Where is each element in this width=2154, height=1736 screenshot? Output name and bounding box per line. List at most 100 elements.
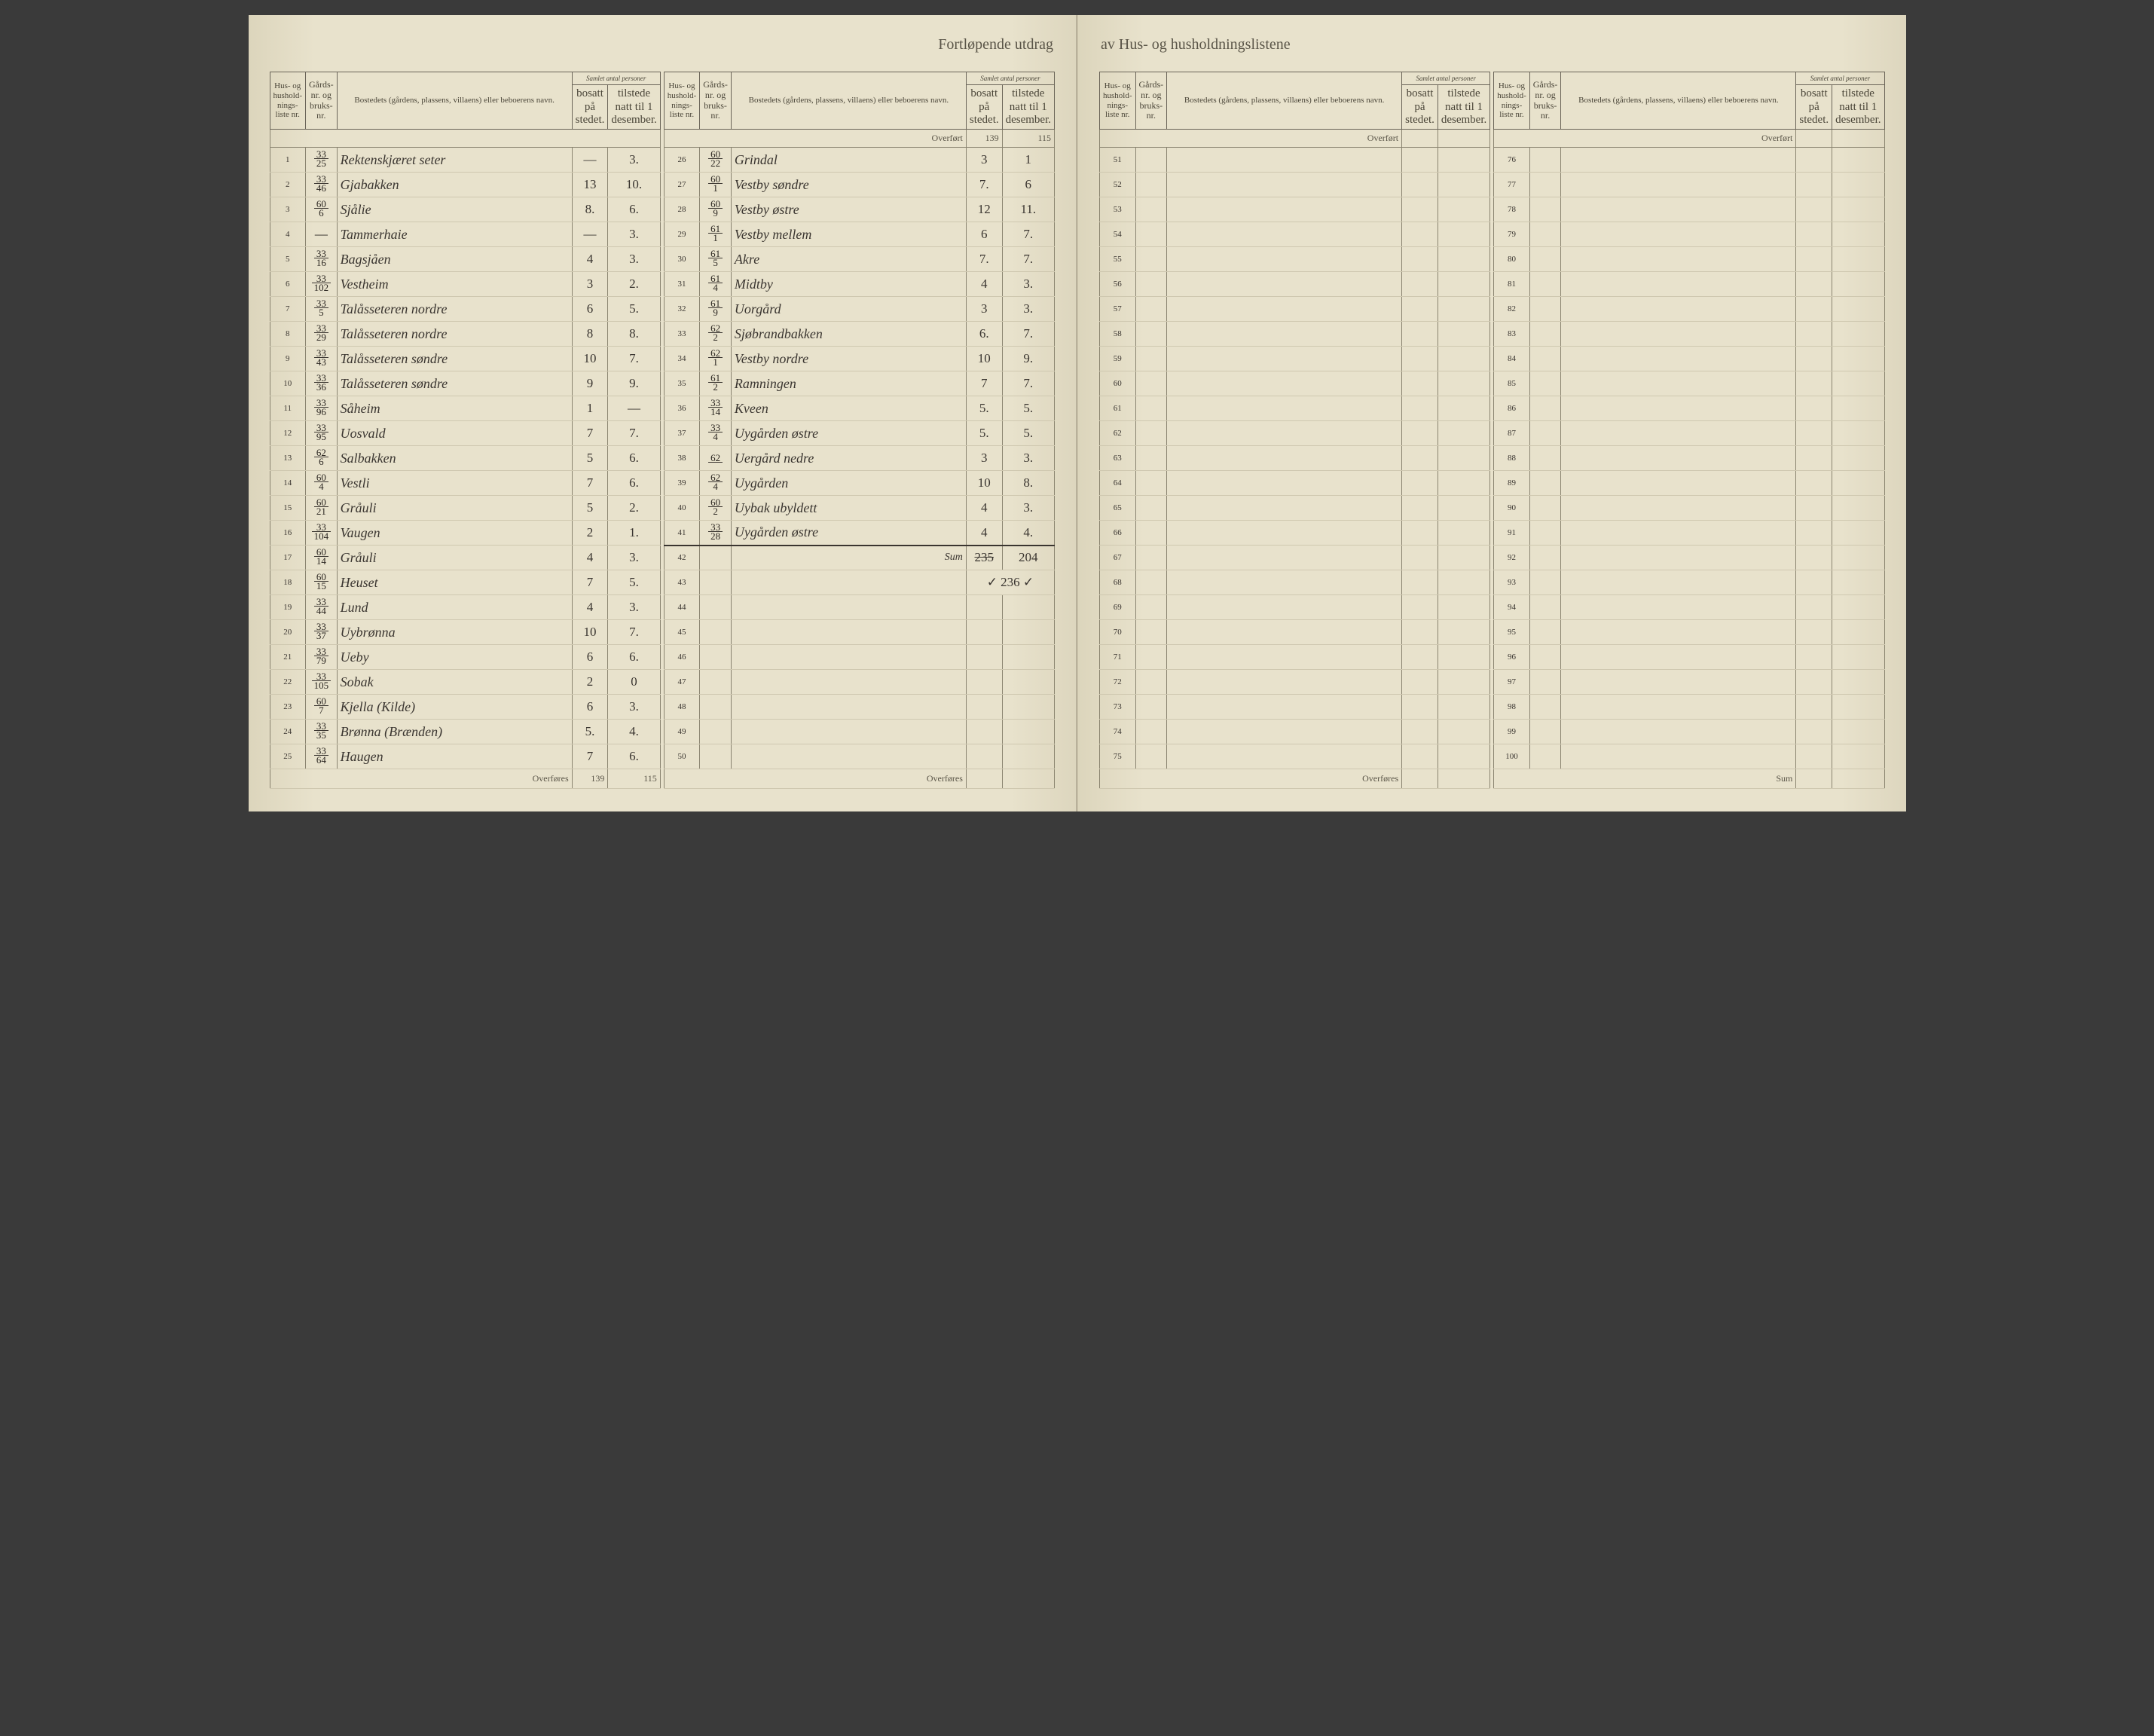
th-tilstede: tilstede natt til 1 desember. — [608, 85, 660, 130]
row-gard: — — [306, 222, 338, 247]
row-tilstede: 11. — [1002, 197, 1054, 222]
row-nr: 99 — [1494, 720, 1530, 744]
row-nr: 26 — [664, 148, 700, 173]
row-gard: 606 — [306, 197, 338, 222]
table-row: 9 3343 Talåsseteren søndre 10 7. — [270, 347, 660, 371]
table-row: 63 — [1100, 446, 1490, 471]
table-row: 34 621 Vestby nordre 10 9. — [664, 347, 1054, 371]
th-husnr: Hus- og hushold-nings-liste nr. — [664, 72, 700, 130]
row-nr: 17 — [270, 546, 306, 570]
overfort-row: Overført — [1494, 130, 1884, 148]
row-gard: 6022 — [700, 148, 732, 173]
table-row: 55 — [1100, 247, 1490, 272]
th-samlet: Samlet antal personer — [1796, 72, 1884, 85]
th-husnr: Hus- og hushold-nings-liste nr. — [1100, 72, 1136, 130]
title-right: av Hus- og husholdningslistene — [1101, 36, 1291, 53]
row-nr: 7 — [270, 297, 306, 322]
row-nr: 48 — [664, 695, 700, 720]
row-tilstede: 7. — [608, 347, 660, 371]
row-bosatt: 5. — [572, 720, 608, 744]
row-bosatt: 7 — [966, 371, 1002, 396]
row-gard: 611 — [700, 222, 732, 247]
row-tilstede: 8. — [1002, 471, 1054, 496]
row-nr: 18 — [270, 570, 306, 595]
table-row: 12 3395 Uosvald 7 7. — [270, 421, 660, 446]
row-nr: 2 — [270, 173, 306, 197]
row-tilstede: 0 — [608, 670, 660, 695]
row-name: Heuset — [337, 570, 572, 595]
row-nr: 5 — [270, 247, 306, 272]
row-name: Lund — [337, 595, 572, 620]
row-bosatt: 4 — [966, 521, 1002, 546]
table-row: 30 615 Akre 7. 7. — [664, 247, 1054, 272]
row-nr: 55 — [1100, 247, 1136, 272]
table-col3: Hus- og hushold-nings-liste nr. Gårds-nr… — [1099, 72, 1490, 789]
table-row: 90 — [1494, 496, 1884, 521]
overfort-tilstede: 115 — [1002, 130, 1054, 148]
row-nr: 35 — [664, 371, 700, 396]
row-gard: 3343 — [306, 347, 338, 371]
table-row: 28 609 Vestby østre 12 11. — [664, 197, 1054, 222]
overfort-label: Overført — [664, 130, 966, 148]
row-nr: 44 — [664, 595, 700, 620]
row-bosatt: 5. — [966, 396, 1002, 421]
row-tilstede: 6. — [608, 197, 660, 222]
row-nr: 75 — [1100, 744, 1136, 769]
row-gard: 3379 — [306, 645, 338, 670]
overfores-bosatt — [1796, 769, 1832, 789]
row-tilstede: 6 — [1002, 173, 1054, 197]
spacer-row — [270, 130, 660, 148]
row-nr: 6 — [270, 272, 306, 297]
row-nr: 10 — [270, 371, 306, 396]
overfores-label: Overføres — [1100, 769, 1402, 789]
row-nr: 73 — [1100, 695, 1136, 720]
row-nr: 1 — [270, 148, 306, 173]
row-name: Uygården østre — [731, 421, 966, 446]
row-gard: 62 — [700, 446, 732, 471]
overfort-bosatt: 139 — [966, 130, 1002, 148]
row-nr: 67 — [1100, 546, 1136, 570]
table-row: 27 601 Vestby søndre 7. 6 — [664, 173, 1054, 197]
th-bosted: Bostedets (gårdens, plassens, villaens) … — [337, 72, 572, 130]
table-row: 22 33105 Sobak 2 0 — [270, 670, 660, 695]
row-tilstede: 10. — [608, 173, 660, 197]
table-col2: Hus- og hushold-nings-liste nr. Gårds-nr… — [664, 72, 1055, 789]
table-row: 18 6015 Heuset 7 5. — [270, 570, 660, 595]
row-name: Uygården — [731, 471, 966, 496]
th-bosatt: bosatt på stedet. — [966, 85, 1002, 130]
row-tilstede: 6. — [608, 645, 660, 670]
table-row: 8 3329 Talåsseteren nordre 8 8. — [270, 322, 660, 347]
row-tilstede: 7. — [1002, 222, 1054, 247]
row-nr: 49 — [664, 720, 700, 744]
table-row: 73 — [1100, 695, 1490, 720]
th-gardsnr: Gårds-nr. og bruks-nr. — [1135, 72, 1167, 130]
row-bosatt: — — [572, 222, 608, 247]
row-gard: 624 — [700, 471, 732, 496]
row-nr: 98 — [1494, 695, 1530, 720]
row-name: Sjøbrandbakken — [731, 322, 966, 347]
overfores-row: Overføres 139 115 — [270, 769, 660, 789]
row-name: Rektenskjæret seter — [337, 148, 572, 173]
table-row: 14 604 Vestli 7 6. — [270, 471, 660, 496]
row-bosatt: 3 — [966, 297, 1002, 322]
overfores-bosatt: 139 — [572, 769, 608, 789]
row-nr: 72 — [1100, 670, 1136, 695]
row-gard: 3344 — [306, 595, 338, 620]
row-gard: 3329 — [306, 322, 338, 347]
row-nr: 27 — [664, 173, 700, 197]
table-row: 78 — [1494, 197, 1884, 222]
table-row: 84 — [1494, 347, 1884, 371]
row-bosatt: 4 — [572, 247, 608, 272]
table-row: 69 — [1100, 595, 1490, 620]
table-row: 77 — [1494, 173, 1884, 197]
row-name: Sobak — [337, 670, 572, 695]
row-nr: 90 — [1494, 496, 1530, 521]
table-header: Hus- og hushold-nings-liste nr. Gårds-nr… — [1494, 72, 1884, 130]
row-nr: 3 — [270, 197, 306, 222]
row-nr: 57 — [1100, 297, 1136, 322]
row-nr: 4 — [270, 222, 306, 247]
row-gard: 3328 — [700, 521, 732, 546]
row-tilstede: 8. — [608, 322, 660, 347]
table-row: 79 — [1494, 222, 1884, 247]
row-nr: 87 — [1494, 421, 1530, 446]
